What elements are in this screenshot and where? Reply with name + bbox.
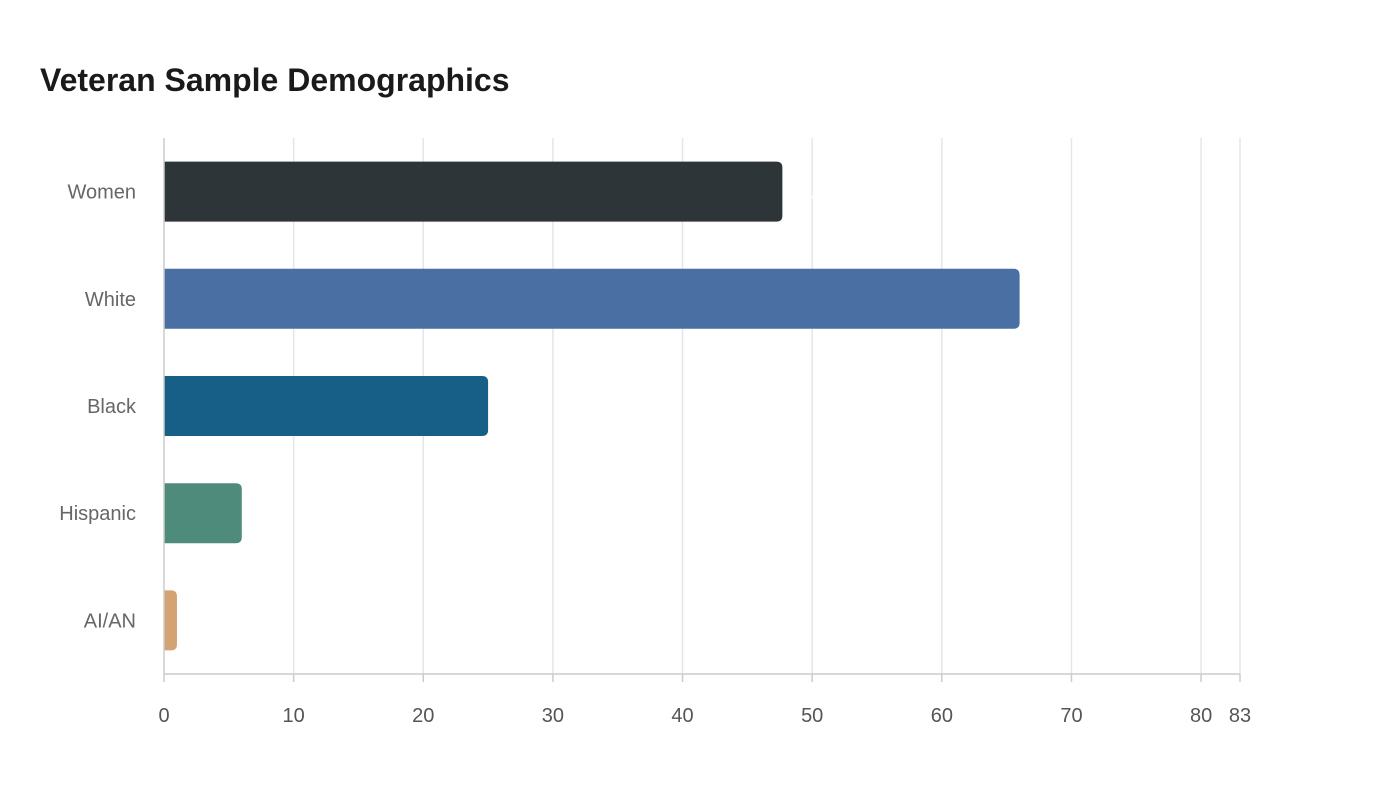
- value-label: 47.7: [788, 182, 827, 204]
- category-label: Women: [67, 182, 136, 204]
- labels: 0 10 20 30 40 50 60 70 80 83 Women 47.7 White 66 Black…: [59, 182, 1251, 727]
- x-tick-label: 83: [1229, 705, 1251, 727]
- category-label: White: [85, 289, 136, 311]
- x-tick-label: 40: [671, 705, 693, 727]
- bar-women: [164, 161, 783, 222]
- x-tick-label: 80: [1190, 705, 1212, 727]
- chart-title: Veteran Sample Demographics: [40, 62, 510, 98]
- category-label: Black: [87, 396, 137, 418]
- bar-hispanic: [164, 483, 242, 544]
- bars: [164, 161, 1020, 651]
- bar-white: [164, 268, 1020, 329]
- x-tick-label: 50: [801, 705, 823, 727]
- bar-black: [164, 376, 489, 436]
- category-label: Hispanic: [59, 503, 136, 525]
- value-label: 25: [494, 396, 516, 418]
- category-label: AI/AN: [84, 610, 136, 632]
- bar-ai-an: [164, 590, 177, 651]
- x-tick-label: 70: [1060, 705, 1082, 727]
- x-tick-label: 30: [542, 705, 564, 727]
- x-tick-label: 0: [158, 705, 169, 727]
- value-label: 1: [183, 610, 194, 632]
- x-tick-label: 20: [412, 705, 434, 727]
- x-tick-label: 60: [931, 705, 953, 727]
- x-tick-label: 10: [283, 705, 305, 727]
- value-label: 66: [1026, 289, 1048, 311]
- value-label: 6: [248, 503, 259, 525]
- axes: [163, 138, 1241, 682]
